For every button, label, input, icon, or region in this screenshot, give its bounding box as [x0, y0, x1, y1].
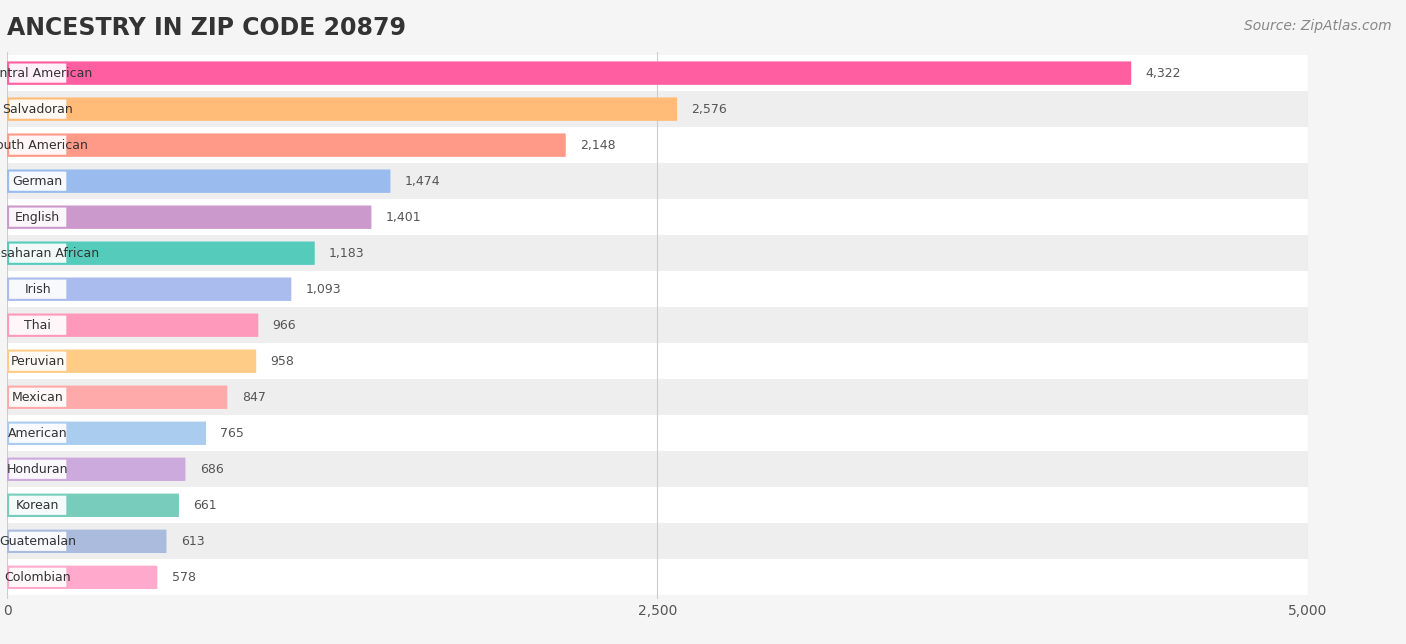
FancyBboxPatch shape — [7, 205, 371, 229]
Bar — [7, 524, 1308, 559]
Text: 1,401: 1,401 — [385, 211, 422, 223]
FancyBboxPatch shape — [7, 565, 157, 589]
FancyBboxPatch shape — [7, 61, 1132, 85]
FancyBboxPatch shape — [8, 135, 66, 155]
Text: 686: 686 — [200, 463, 224, 476]
Bar — [7, 307, 1308, 343]
Text: 578: 578 — [172, 571, 195, 584]
FancyBboxPatch shape — [8, 388, 66, 407]
Bar — [7, 163, 1308, 199]
Text: Mexican: Mexican — [11, 391, 63, 404]
FancyBboxPatch shape — [8, 568, 66, 587]
Text: English: English — [15, 211, 60, 223]
FancyBboxPatch shape — [8, 100, 66, 118]
FancyBboxPatch shape — [8, 207, 66, 227]
FancyBboxPatch shape — [8, 496, 66, 515]
FancyBboxPatch shape — [7, 350, 256, 373]
Text: 765: 765 — [221, 427, 245, 440]
Text: Source: ZipAtlas.com: Source: ZipAtlas.com — [1244, 19, 1392, 33]
Bar — [7, 343, 1308, 379]
FancyBboxPatch shape — [8, 532, 66, 551]
Text: Honduran: Honduran — [7, 463, 69, 476]
Text: 966: 966 — [273, 319, 297, 332]
FancyBboxPatch shape — [7, 242, 315, 265]
FancyBboxPatch shape — [8, 171, 66, 191]
Text: Irish: Irish — [24, 283, 51, 296]
FancyBboxPatch shape — [7, 133, 565, 157]
Text: Korean: Korean — [15, 499, 59, 512]
FancyBboxPatch shape — [7, 386, 228, 409]
FancyBboxPatch shape — [8, 460, 66, 479]
Text: American: American — [8, 427, 67, 440]
FancyBboxPatch shape — [7, 97, 678, 121]
Text: German: German — [13, 175, 63, 187]
Text: 958: 958 — [270, 355, 294, 368]
Bar — [7, 451, 1308, 488]
FancyBboxPatch shape — [7, 529, 166, 553]
Bar — [7, 127, 1308, 163]
Bar — [7, 199, 1308, 235]
Text: ANCESTRY IN ZIP CODE 20879: ANCESTRY IN ZIP CODE 20879 — [7, 16, 406, 40]
FancyBboxPatch shape — [8, 279, 66, 299]
FancyBboxPatch shape — [7, 458, 186, 481]
Bar — [7, 415, 1308, 451]
Bar — [7, 488, 1308, 524]
FancyBboxPatch shape — [8, 424, 66, 443]
FancyBboxPatch shape — [8, 352, 66, 371]
Text: Salvadoran: Salvadoran — [3, 102, 73, 116]
Bar — [7, 235, 1308, 271]
FancyBboxPatch shape — [8, 316, 66, 335]
FancyBboxPatch shape — [7, 493, 179, 517]
Bar — [7, 559, 1308, 595]
FancyBboxPatch shape — [7, 422, 207, 445]
Text: Central American: Central American — [0, 66, 93, 80]
Text: 1,093: 1,093 — [305, 283, 342, 296]
Bar — [7, 271, 1308, 307]
Text: South American: South American — [0, 138, 87, 151]
Text: 2,148: 2,148 — [581, 138, 616, 151]
FancyBboxPatch shape — [7, 314, 259, 337]
FancyBboxPatch shape — [8, 243, 66, 263]
Bar — [7, 91, 1308, 127]
Bar — [7, 55, 1308, 91]
Bar — [7, 379, 1308, 415]
Text: 4,322: 4,322 — [1146, 66, 1181, 80]
FancyBboxPatch shape — [7, 169, 391, 193]
Text: Colombian: Colombian — [4, 571, 72, 584]
Text: 1,474: 1,474 — [405, 175, 440, 187]
Text: Thai: Thai — [24, 319, 51, 332]
Text: 661: 661 — [193, 499, 217, 512]
Text: 847: 847 — [242, 391, 266, 404]
FancyBboxPatch shape — [7, 278, 291, 301]
Text: Peruvian: Peruvian — [11, 355, 65, 368]
Text: 1,183: 1,183 — [329, 247, 364, 260]
Text: 613: 613 — [181, 535, 204, 548]
Text: Guatemalan: Guatemalan — [0, 535, 76, 548]
Text: Subsaharan African: Subsaharan African — [0, 247, 98, 260]
FancyBboxPatch shape — [8, 64, 66, 82]
Text: 2,576: 2,576 — [692, 102, 727, 116]
